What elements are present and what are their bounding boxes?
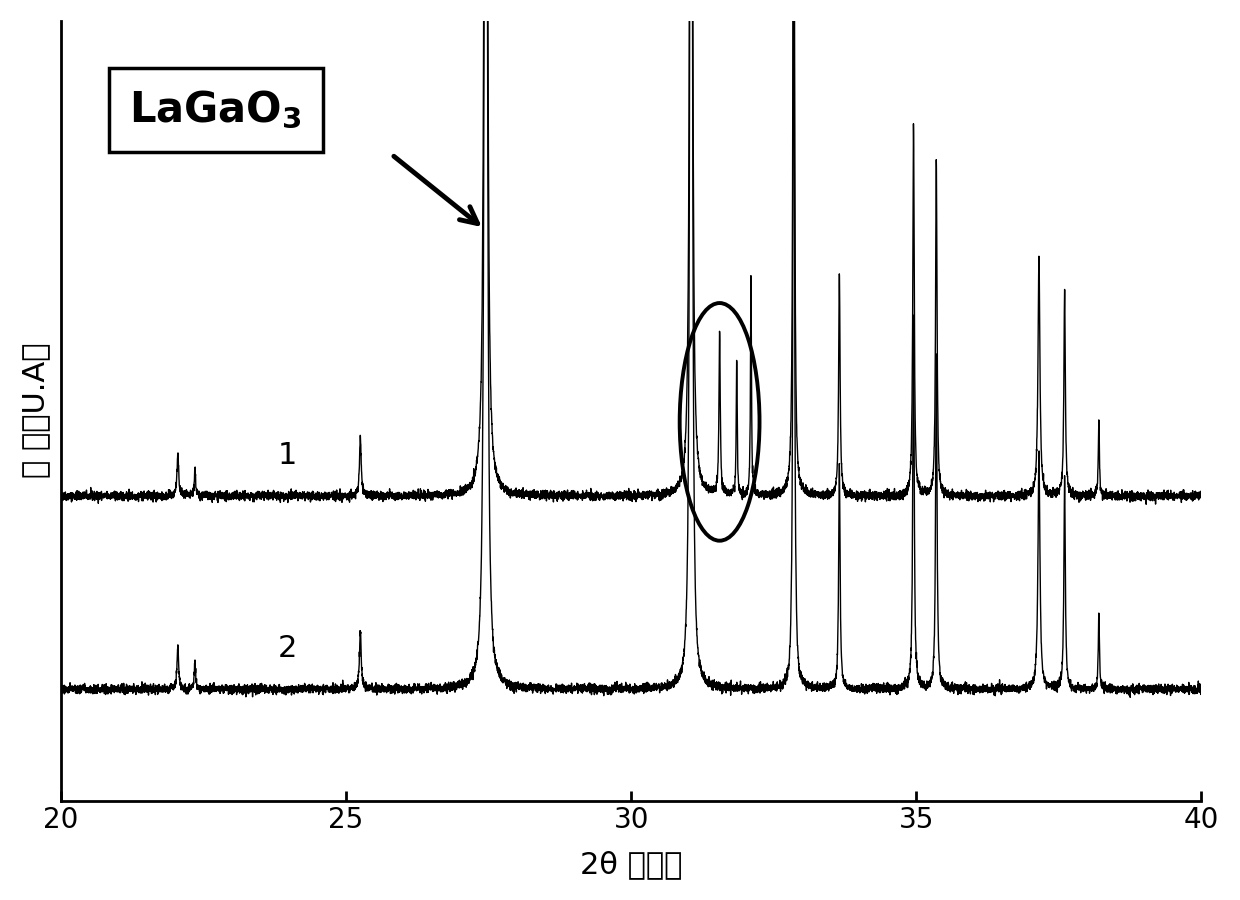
Text: $\mathbf{LaGaO_3}$: $\mathbf{LaGaO_3}$ — [129, 89, 303, 131]
X-axis label: 2θ （度）: 2θ （度） — [580, 850, 682, 879]
Text: 1: 1 — [278, 441, 298, 470]
Text: 2: 2 — [278, 634, 298, 663]
Y-axis label: 强 度（U.A）: 强 度（U.A） — [21, 343, 50, 479]
